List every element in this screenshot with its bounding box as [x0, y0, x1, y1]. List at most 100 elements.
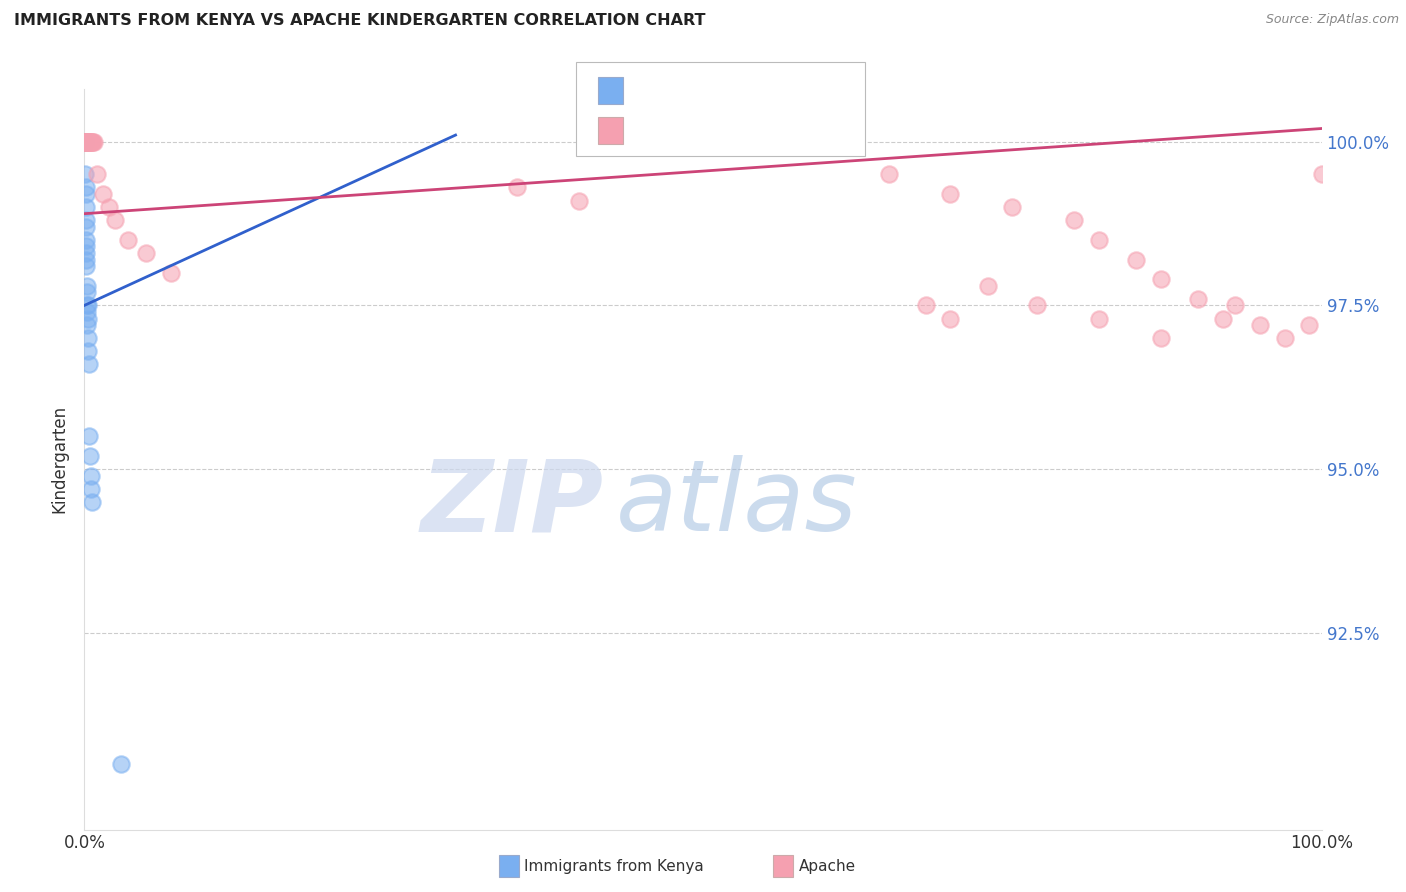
- Point: [1298, 318, 1320, 332]
- Text: N = 54: N = 54: [742, 121, 807, 139]
- Point: [77, 298, 100, 312]
- Text: Immigrants from Kenya: Immigrants from Kenya: [524, 859, 704, 873]
- Text: Source: ZipAtlas.com: Source: ZipAtlas.com: [1265, 13, 1399, 27]
- Point: [79, 468, 101, 483]
- Point: [939, 187, 962, 202]
- Point: [914, 298, 936, 312]
- Y-axis label: Kindergarten: Kindergarten: [51, 405, 69, 514]
- Point: [76, 135, 98, 149]
- Point: [76, 305, 98, 319]
- Point: [104, 213, 127, 227]
- Point: [815, 135, 838, 149]
- Point: [110, 757, 132, 772]
- Point: [75, 239, 97, 253]
- Text: atlas: atlas: [616, 455, 858, 552]
- Text: R = 0.278: R = 0.278: [637, 121, 724, 139]
- Point: [75, 135, 97, 149]
- Point: [976, 278, 998, 293]
- Point: [160, 266, 183, 280]
- Point: [79, 429, 101, 443]
- Point: [73, 135, 96, 149]
- Point: [877, 167, 900, 181]
- Point: [73, 135, 96, 149]
- Point: [79, 135, 101, 149]
- Point: [1310, 167, 1333, 181]
- Point: [80, 135, 103, 149]
- Point: [754, 135, 776, 149]
- Point: [75, 246, 97, 260]
- Point: [75, 135, 97, 149]
- Point: [75, 135, 97, 149]
- Point: [83, 135, 105, 149]
- Point: [75, 135, 97, 149]
- Point: [75, 200, 97, 214]
- Text: IMMIGRANTS FROM KENYA VS APACHE KINDERGARTEN CORRELATION CHART: IMMIGRANTS FROM KENYA VS APACHE KINDERGA…: [14, 13, 706, 29]
- Point: [1026, 298, 1049, 312]
- Point: [73, 135, 96, 149]
- Point: [77, 135, 100, 149]
- Point: [75, 135, 97, 149]
- Point: [73, 135, 96, 149]
- Point: [73, 135, 96, 149]
- Point: [80, 135, 103, 149]
- Point: [76, 135, 98, 149]
- Point: [82, 135, 104, 149]
- Point: [75, 259, 97, 273]
- Point: [1150, 272, 1173, 286]
- Text: R = 0.287: R = 0.287: [637, 82, 724, 100]
- Point: [75, 167, 97, 181]
- Point: [73, 135, 96, 149]
- Text: Apache: Apache: [799, 859, 856, 873]
- Point: [1212, 311, 1234, 326]
- Point: [568, 194, 591, 208]
- Point: [75, 219, 97, 234]
- Point: [75, 135, 97, 149]
- Point: [76, 318, 98, 332]
- Point: [75, 135, 97, 149]
- Point: [77, 135, 100, 149]
- Point: [76, 135, 98, 149]
- Point: [79, 135, 101, 149]
- Point: [1063, 213, 1085, 227]
- Point: [76, 285, 98, 300]
- Point: [939, 311, 962, 326]
- Point: [80, 482, 103, 496]
- Point: [76, 278, 98, 293]
- Point: [76, 135, 98, 149]
- Point: [1150, 331, 1173, 345]
- Point: [76, 331, 98, 345]
- Point: [1274, 331, 1296, 345]
- Point: [75, 233, 97, 247]
- Point: [1249, 318, 1271, 332]
- Text: ZIP: ZIP: [420, 455, 605, 552]
- Point: [91, 187, 114, 202]
- Point: [75, 135, 97, 149]
- Point: [1125, 252, 1147, 267]
- Point: [77, 344, 100, 359]
- Point: [79, 449, 101, 463]
- Point: [98, 200, 121, 214]
- Point: [75, 252, 97, 267]
- Point: [75, 213, 97, 227]
- Point: [86, 167, 108, 181]
- Point: [1088, 233, 1111, 247]
- Point: [77, 357, 100, 371]
- Point: [1223, 298, 1246, 312]
- Point: [76, 135, 98, 149]
- Point: [1088, 311, 1111, 326]
- Point: [75, 187, 97, 202]
- Point: [79, 135, 101, 149]
- Point: [76, 298, 98, 312]
- Point: [73, 135, 96, 149]
- Point: [75, 135, 97, 149]
- Point: [506, 180, 529, 194]
- Point: [73, 135, 96, 149]
- Point: [135, 246, 157, 260]
- Text: N = 39: N = 39: [742, 82, 807, 100]
- Point: [73, 135, 96, 149]
- Point: [75, 180, 97, 194]
- Point: [692, 135, 714, 149]
- Point: [80, 495, 103, 509]
- Point: [73, 135, 96, 149]
- Point: [1001, 200, 1024, 214]
